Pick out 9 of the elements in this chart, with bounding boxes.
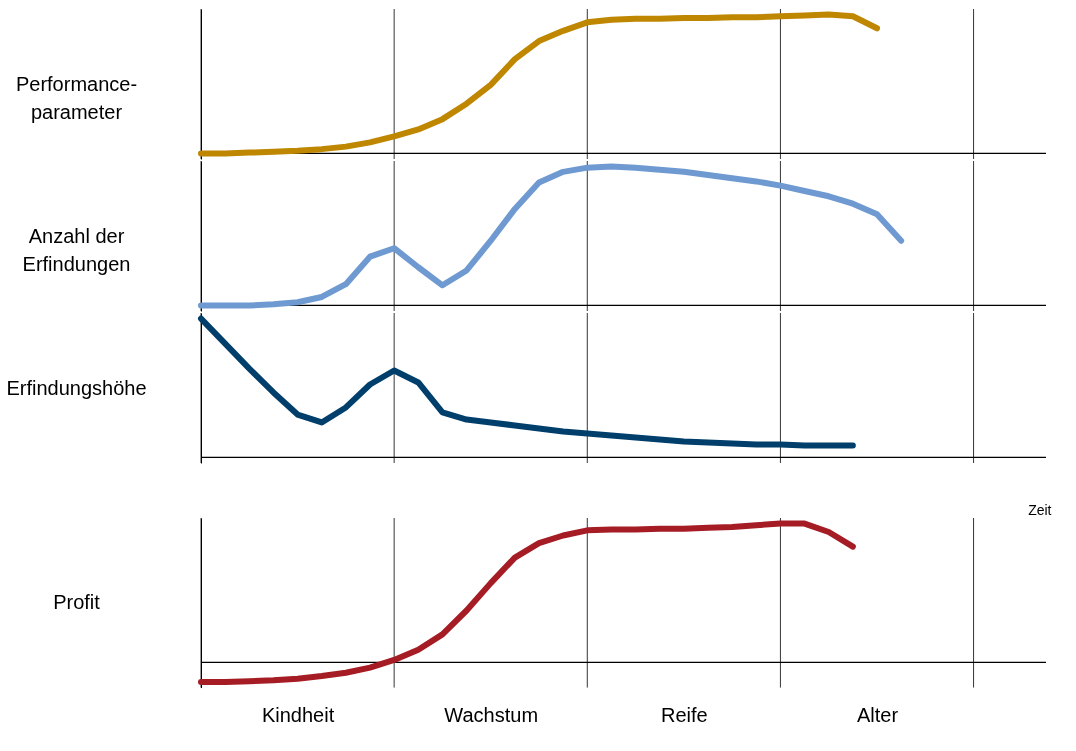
x-tick-label: Alter [856, 704, 899, 727]
y-axis-title: Erfindungshöhe [6, 376, 147, 399]
y-axis-title: Performance-parameter [15, 72, 138, 123]
x-tick-label: Kindheit [261, 704, 335, 727]
y-axis-title: Profit [53, 591, 101, 614]
y-axis-title: Anzahl der Erfindungen [22, 224, 131, 275]
x-tick-label: Reife [661, 704, 708, 727]
x-tick-label: Wachstum [444, 704, 539, 727]
x-axis-title: Zeit [1028, 501, 1052, 518]
